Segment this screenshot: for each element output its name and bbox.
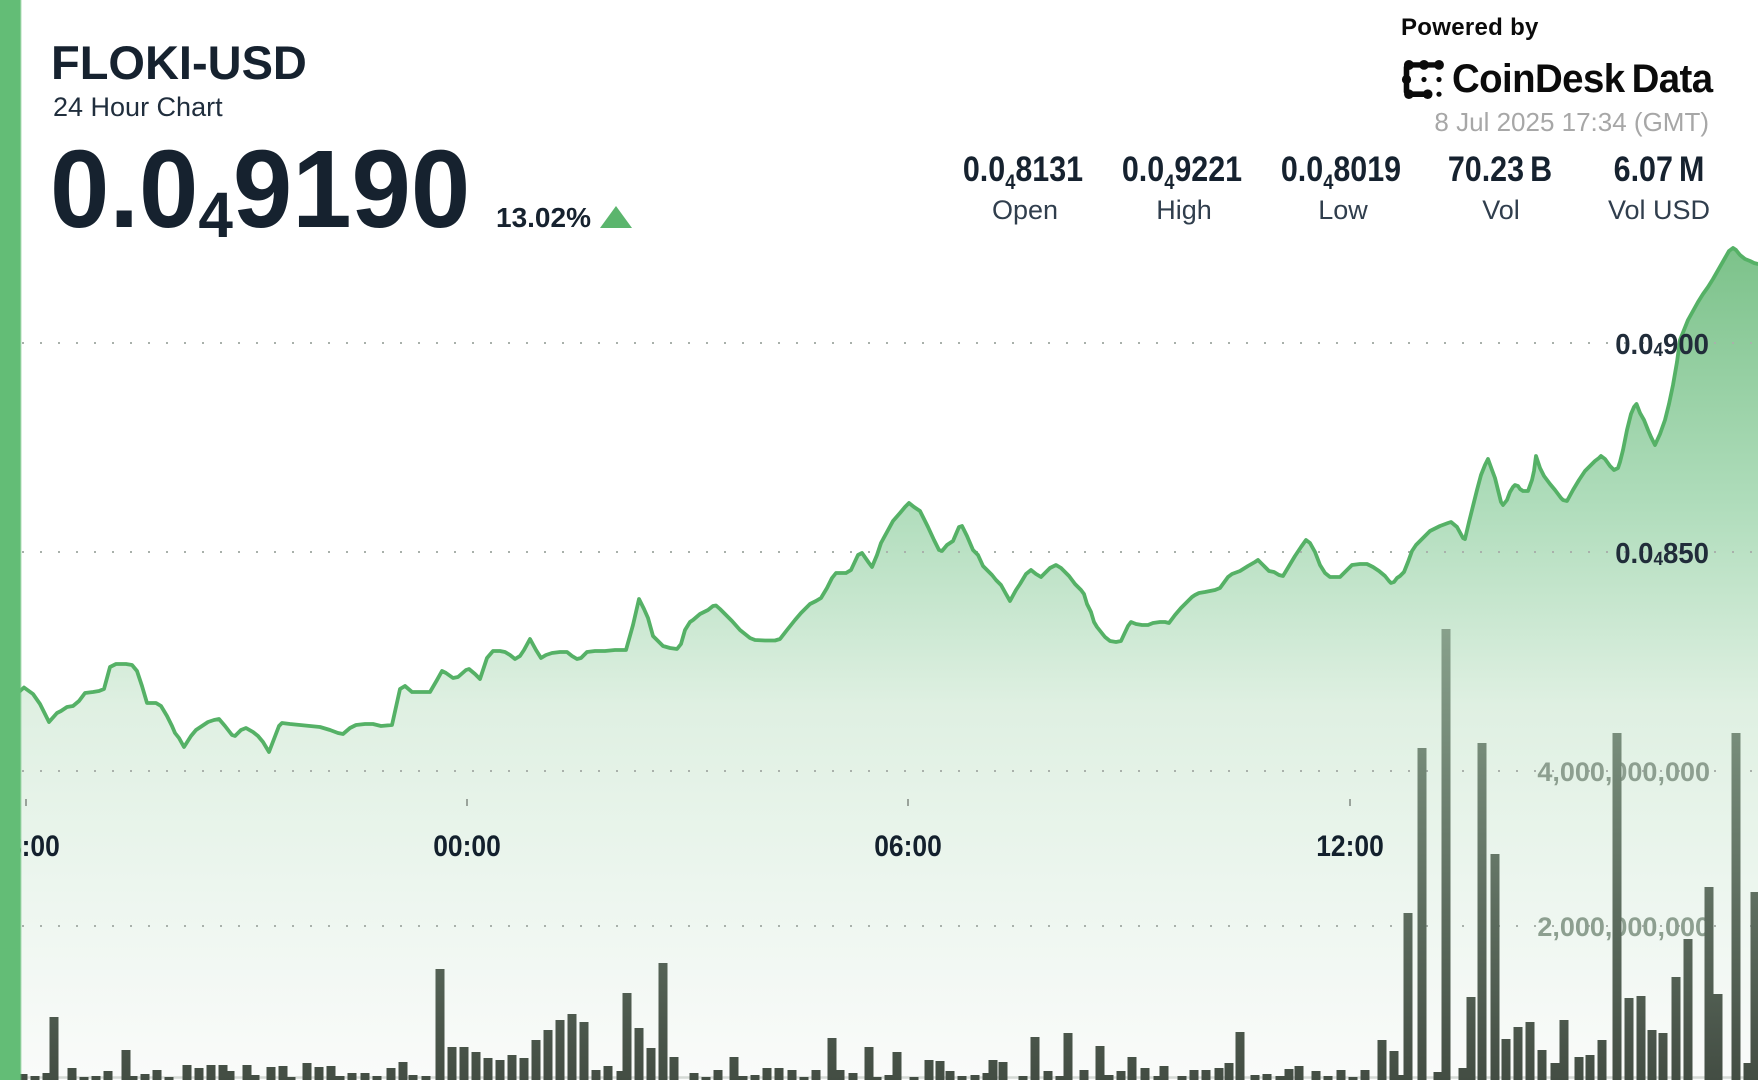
svg-text:4,000,000,000: 4,000,000,000 bbox=[1537, 757, 1710, 787]
svg-text:2,000,000,000: 2,000,000,000 bbox=[1537, 912, 1710, 942]
